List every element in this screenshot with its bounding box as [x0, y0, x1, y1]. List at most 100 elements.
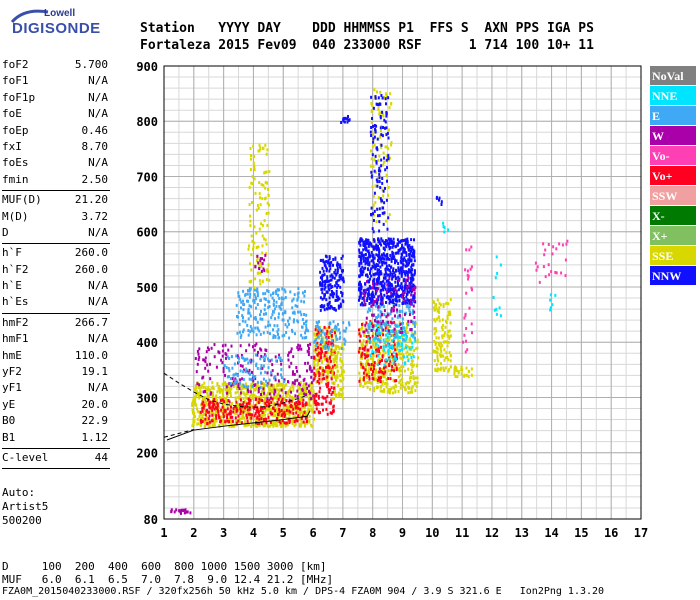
echo-point	[380, 260, 383, 264]
echo-point	[364, 323, 367, 327]
echo-point	[365, 354, 368, 358]
echo-point	[226, 375, 229, 379]
echo-point	[378, 180, 381, 184]
echo-point	[410, 328, 413, 331]
echo-point	[267, 424, 270, 428]
echo-point	[248, 409, 251, 413]
echo-point	[260, 380, 263, 384]
echo-point	[365, 257, 368, 261]
echo-point	[409, 328, 412, 332]
x-tick-label: 14	[544, 526, 558, 540]
echo-point	[406, 335, 408, 338]
echo-point	[405, 329, 408, 333]
echo-point	[194, 415, 196, 419]
echo-point	[409, 246, 412, 250]
echo-point	[394, 363, 397, 367]
echo-point	[336, 279, 339, 283]
echo-point	[293, 293, 296, 297]
echo-point	[269, 424, 271, 428]
echo-point	[384, 254, 387, 258]
echo-point	[330, 392, 333, 396]
echo-point	[372, 336, 375, 340]
echo-point	[293, 417, 296, 421]
echo-point	[318, 381, 321, 385]
echo-point	[465, 291, 468, 295]
echo-point	[391, 329, 394, 333]
echo-point	[412, 320, 414, 324]
echo-point	[261, 411, 264, 414]
echo-point	[375, 300, 378, 304]
echo-point	[455, 366, 458, 370]
echo-point	[370, 355, 373, 359]
echo-point	[275, 359, 278, 363]
echo-point	[369, 308, 372, 312]
echo-point	[400, 356, 403, 360]
echo-point	[341, 363, 344, 367]
echo-point	[328, 269, 331, 273]
echo-point	[261, 257, 263, 261]
echo-point	[392, 298, 394, 302]
echo-point	[342, 329, 345, 333]
echo-point	[442, 225, 445, 228]
echo-point	[465, 339, 467, 343]
echo-point	[221, 361, 224, 365]
echo-point	[237, 414, 240, 418]
echo-point	[341, 254, 344, 258]
echo-point	[231, 402, 233, 406]
echo-point	[316, 380, 319, 383]
echo-point	[258, 267, 261, 271]
echo-point	[280, 399, 283, 403]
echo-point	[373, 135, 376, 139]
echo-point	[262, 413, 264, 417]
echo-point	[365, 364, 367, 368]
echo-point	[264, 423, 266, 427]
echo-point	[335, 289, 338, 293]
x-tick-label: 11	[455, 526, 469, 540]
echo-point	[255, 385, 258, 389]
echo-point	[367, 268, 370, 272]
echo-point	[207, 423, 210, 427]
param-key: B1	[2, 430, 16, 444]
echo-point	[434, 327, 437, 330]
echo-point	[243, 420, 246, 424]
echo-point	[377, 315, 379, 319]
echo-point	[229, 412, 232, 416]
echo-point	[408, 286, 411, 290]
echo-point	[548, 273, 551, 277]
echo-point	[379, 304, 382, 308]
echo-point	[304, 320, 307, 324]
echo-point	[380, 272, 383, 276]
echo-point	[315, 407, 318, 411]
echo-point	[323, 287, 326, 291]
echo-point	[323, 308, 326, 312]
echo-point	[443, 331, 446, 335]
echo-point	[397, 266, 400, 270]
echo-point	[254, 388, 257, 392]
echo-point	[329, 306, 332, 310]
echo-point	[382, 372, 385, 376]
echo-point	[277, 388, 280, 392]
echo-point	[555, 271, 558, 275]
echo-point	[410, 320, 413, 324]
echo-point	[365, 328, 368, 332]
echo-point	[390, 368, 393, 372]
echo-point	[213, 407, 216, 411]
echo-point	[387, 156, 390, 160]
echo-point	[395, 348, 398, 352]
echo-point	[436, 367, 439, 371]
echo-point	[549, 306, 552, 310]
echo-point	[406, 279, 409, 282]
echo-point	[364, 345, 367, 349]
echo-point	[385, 198, 388, 202]
param-value: N/A	[88, 107, 108, 121]
echo-point	[394, 379, 397, 383]
echo-point	[337, 350, 340, 354]
echo-point	[379, 352, 381, 355]
echo-point	[392, 292, 395, 296]
echo-point	[245, 404, 248, 408]
echo-point	[279, 357, 282, 361]
echo-point	[388, 362, 391, 366]
echo-point	[402, 353, 405, 357]
echo-point	[277, 379, 280, 383]
echo-point	[239, 398, 242, 402]
